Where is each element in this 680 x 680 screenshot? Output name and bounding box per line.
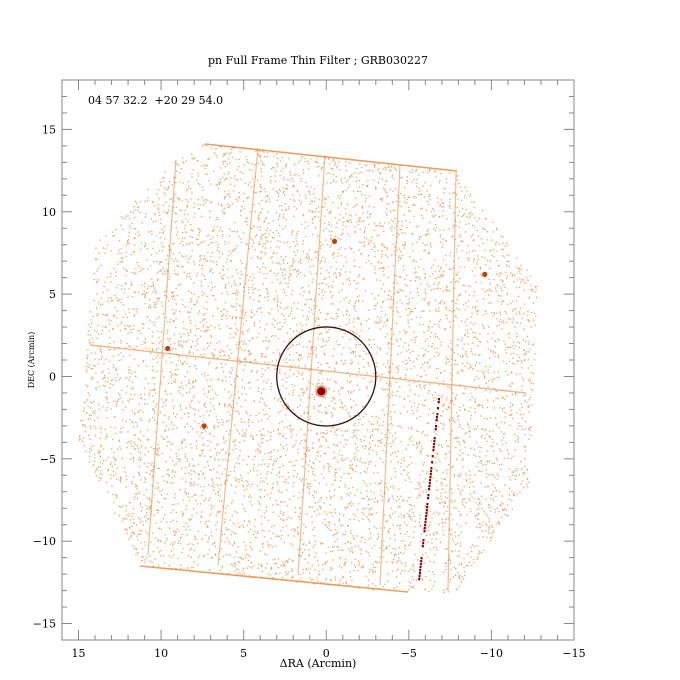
coord-label: 04 57 32.2 +20 29 54.0: [88, 94, 223, 107]
chip-edge-bottom: [139, 565, 409, 593]
y-axis-label: DEC (Arcmin): [27, 332, 36, 389]
chip-column: [147, 159, 177, 556]
figure-title: pn Full Frame Thin Filter ; GRB030227: [208, 54, 428, 67]
x-axis-ticks: 15 10 5 0 −5 −10 −15: [72, 80, 586, 660]
readout-streak: [89, 344, 527, 394]
y-tick-label: −5: [40, 453, 56, 466]
y-tick-label: 15: [42, 123, 56, 136]
y-tick-label: −15: [33, 618, 56, 631]
main-source: [317, 387, 326, 396]
x-tick-label: −10: [480, 647, 503, 660]
y-tick-label: −10: [33, 535, 56, 548]
y-tick-label: 0: [49, 370, 56, 383]
x-tick-label: 15: [72, 647, 86, 660]
point-source: [482, 271, 488, 277]
point-source: [165, 345, 171, 352]
x-tick-label: −15: [562, 647, 585, 660]
point-source: [331, 238, 338, 245]
chip-column: [447, 171, 457, 591]
y-axis-ticks: −15 −10 −5 0 5 10 15: [33, 79, 574, 641]
x-tick-label: 5: [240, 647, 247, 660]
chip-edge-top: [204, 143, 458, 172]
bad-column: [418, 398, 440, 581]
x-tick-label: −5: [401, 647, 417, 660]
plot-frame: [61, 79, 575, 641]
x-tick-label: 10: [154, 647, 168, 660]
ccd-chip-gaps: [89, 143, 527, 593]
image-panel: [61, 79, 575, 641]
y-tick-label: 5: [49, 288, 56, 301]
chip-column: [297, 154, 326, 576]
y-tick-label: 10: [42, 206, 56, 219]
chip-column: [217, 147, 259, 566]
point-source: [201, 423, 207, 429]
extraction-circle: [276, 326, 377, 427]
x-axis-label: ΔRA (Arcmin): [280, 657, 357, 670]
x-tick-label: 0: [323, 647, 330, 660]
point-sources: [165, 238, 488, 429]
chip-column: [379, 164, 401, 586]
